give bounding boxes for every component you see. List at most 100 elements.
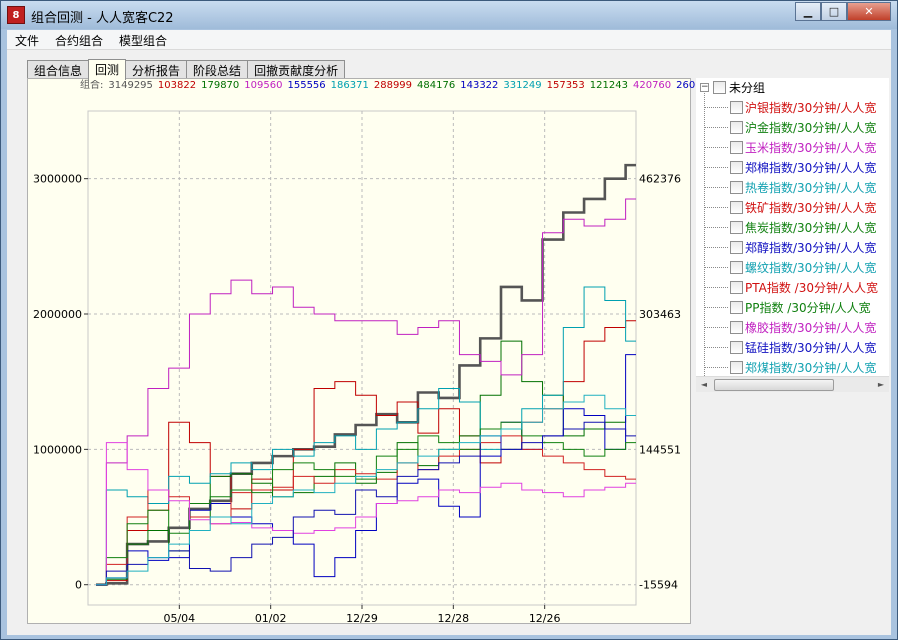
legend-value: 157353: [546, 80, 585, 91]
series-line: [96, 198, 636, 586]
tab-drawdown-contribution[interactable]: 回撤贡献度分析: [247, 60, 346, 79]
backtest-chart-panel: 组合: 3149295 103822 179870 109560 155556 186371…: [27, 78, 758, 624]
tree-item-label: 铁矿指数/30分钟/人人宽: [745, 200, 877, 215]
tree-item[interactable]: 沪金指数/30分钟/人人宽: [704, 118, 876, 136]
tree-item-checkbox[interactable]: [730, 220, 743, 234]
series-line: [96, 163, 636, 586]
tree-item-checkbox[interactable]: [730, 240, 743, 254]
tab-stage-summary[interactable]: 阶段总结: [186, 60, 249, 79]
tree-item[interactable]: PTA指数 /30分钟/人人宽: [704, 278, 878, 296]
scroll-thumb[interactable]: [714, 379, 834, 391]
y-tick-label: 3000000: [33, 173, 82, 186]
tree-item-label: 郑醇指数/30分钟/人人宽: [745, 240, 877, 255]
x-tick-label: 01/02: [255, 612, 287, 623]
collapse-icon[interactable]: −: [700, 81, 709, 92]
tree-connector: [704, 90, 705, 380]
tree-item-label: 沪银指数/30分钟/人人宽: [745, 100, 877, 115]
tree-item-checkbox[interactable]: [730, 300, 743, 314]
tree-item-checkbox[interactable]: [730, 260, 743, 274]
tree-connector: [704, 286, 728, 288]
tree-item-checkbox[interactable]: [730, 320, 743, 334]
menu-contract-portfolio[interactable]: 合约组合: [55, 34, 104, 48]
title-bar[interactable]: 8 组合回测 - 人人宽客C22 ▁ □ ✕: [1, 1, 897, 29]
tree-item[interactable]: 玉米指数/30分钟/人人宽: [704, 138, 876, 156]
tree-connector: [704, 346, 728, 348]
tree-connector: [704, 206, 728, 208]
menu-bar: 文件 合约组合 模型组合: [7, 30, 891, 50]
tree-item-label: 螺纹指数/30分钟/人人宽: [745, 260, 877, 275]
x-tick-label: 05/04: [163, 612, 195, 623]
tree-connector: [704, 186, 728, 188]
right-axis-label: 303463: [639, 308, 681, 321]
series-line: [96, 442, 636, 586]
tree-root-label: 未分组: [729, 80, 766, 95]
tree-item[interactable]: 锰硅指数/30分钟/人人宽: [704, 338, 876, 356]
x-tick-label: 12/26: [529, 612, 561, 623]
menu-model-portfolio[interactable]: 模型组合: [119, 34, 168, 48]
close-button[interactable]: ✕: [847, 2, 891, 21]
series-line: [96, 394, 636, 586]
tree-item[interactable]: 郑煤指数/30分钟/人人宽: [704, 358, 876, 376]
legend-value: 103822: [157, 80, 197, 91]
tree-item-label: 玉米指数/30分钟/人人宽: [745, 140, 877, 155]
legend-value: 331249: [503, 80, 542, 91]
tab-backtest[interactable]: 回测: [88, 59, 127, 80]
legend-value: 3149295: [108, 80, 153, 91]
tree-item[interactable]: 热卷指数/30分钟/人人宽: [704, 178, 876, 196]
legend-value: 109560: [244, 80, 283, 91]
legend-value: 420760: [632, 80, 672, 91]
tree-item-checkbox[interactable]: [730, 120, 743, 134]
x-tick-label: 12/29: [346, 612, 378, 623]
y-tick-label: 0: [75, 579, 82, 592]
tree-item-checkbox[interactable]: [730, 360, 743, 374]
right-axis-label: 144551: [639, 443, 681, 456]
tree-horizontal-scrollbar[interactable]: ◄ ►: [696, 376, 889, 392]
x-tick-label: 12/28: [437, 612, 469, 623]
series-line: [96, 320, 636, 586]
tree-item-checkbox[interactable]: [730, 340, 743, 354]
tree-item[interactable]: 沪银指数/30分钟/人人宽: [704, 98, 876, 116]
tree-item-checkbox[interactable]: [730, 160, 743, 174]
tab-strip: 组合信息 回测 分析报告 阶段总结 回撤贡献度分析: [27, 59, 346, 80]
tree-item[interactable]: 郑棉指数/30分钟/人人宽: [704, 158, 876, 176]
tab-analysis-report[interactable]: 分析报告: [125, 60, 188, 79]
tree-item[interactable]: 铁矿指数/30分钟/人人宽: [704, 198, 876, 216]
tree-connector: [704, 226, 728, 228]
tree-item-checkbox[interactable]: [730, 180, 743, 194]
tree-item-label: 热卷指数/30分钟/人人宽: [745, 180, 877, 195]
scroll-right-arrow-icon[interactable]: ►: [877, 380, 885, 389]
series-line: [96, 421, 636, 586]
tree-root-ungrouped[interactable]: − 未分组: [700, 79, 765, 95]
tree-connector: [704, 326, 728, 328]
tree-item[interactable]: 橡胶指数/30分钟/人人宽: [704, 318, 876, 336]
minimize-button[interactable]: ▁: [795, 2, 821, 21]
tree-item[interactable]: 螺纹指数/30分钟/人人宽: [704, 258, 876, 276]
menu-file[interactable]: 文件: [15, 34, 40, 48]
tree-item[interactable]: 郑醇指数/30分钟/人人宽: [704, 238, 876, 256]
series-line: [96, 354, 636, 586]
scroll-left-arrow-icon[interactable]: ◄: [700, 380, 708, 389]
tree-connector: [704, 146, 728, 148]
tab-portfolio-info[interactable]: 组合信息: [27, 60, 90, 79]
tree-item-label: 沪金指数/30分钟/人人宽: [745, 120, 877, 135]
tree-item[interactable]: 焦炭指数/30分钟/人人宽: [704, 218, 876, 236]
equity-curve-chart[interactable]: 3000000 462376 2000000 303463 1000000 144551 0…: [28, 79, 690, 623]
tree-item-checkbox[interactable]: [730, 100, 743, 114]
tree-item-checkbox[interactable]: [730, 200, 743, 214]
contract-tree: − 未分组 沪银指数/30分钟/人人宽 沪金指数/30分钟/人人宽 玉米指数/30分…: [696, 78, 889, 390]
tree-item-label: PTA指数 /30分钟/人人宽: [745, 280, 879, 295]
root-checkbox[interactable]: [713, 80, 726, 94]
legend-prefix: 组合:: [80, 80, 104, 91]
tree-item-checkbox[interactable]: [730, 280, 743, 294]
y-tick-label: 1000000: [33, 443, 82, 456]
legend-value: 121243: [589, 80, 628, 91]
maximize-button[interactable]: □: [821, 2, 847, 21]
tree-item-label: 焦炭指数/30分钟/人人宽: [745, 220, 877, 235]
tree-item[interactable]: PP指数 /30分钟/人人宽: [704, 298, 871, 316]
tree-item-label: 橡胶指数/30分钟/人人宽: [745, 320, 877, 335]
tree-item-checkbox[interactable]: [730, 140, 743, 154]
window-controls: ▁ □ ✕: [795, 2, 891, 22]
tree-item-label: PP指数 /30分钟/人人宽: [745, 300, 871, 315]
legend-value: 186371: [330, 80, 369, 91]
tree-item-label: 郑煤指数/30分钟/人人宽: [745, 360, 877, 375]
